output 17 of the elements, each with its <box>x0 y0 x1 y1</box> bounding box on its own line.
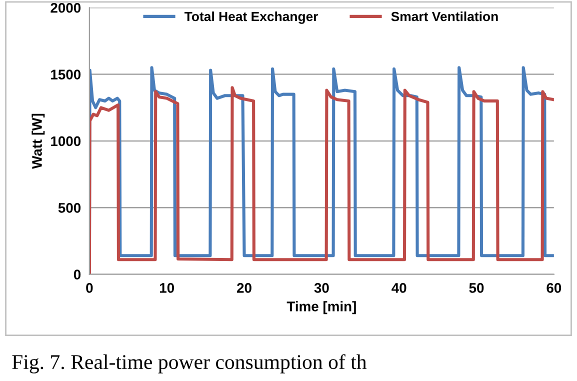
legend-label: Total Heat Exchanger <box>184 11 318 24</box>
x-tick-label: 30 <box>314 283 329 293</box>
x-tick-label: 40 <box>392 283 406 293</box>
y-tick-label: 1500 <box>51 70 81 80</box>
y-tick-label: 1000 <box>51 136 81 146</box>
x-tick-label: 50 <box>469 283 484 293</box>
x-tick-label: 20 <box>237 283 252 293</box>
y-axis-title: Watt [W] <box>32 114 45 169</box>
legend-label: Smart Ventilation <box>391 11 498 22</box>
x-tick-label: 10 <box>160 283 174 293</box>
caption: Fig. 7. Real-time power consumption of th <box>12 354 367 374</box>
y-tick-label: 0 <box>74 270 81 280</box>
y-tick-label: 500 <box>58 202 81 213</box>
y-tick-label: 2000 <box>50 2 81 13</box>
x-axis-title: Time [min] <box>286 301 356 314</box>
x-tick-label: 0 <box>86 283 93 293</box>
x-tick-label: 60 <box>546 283 562 293</box>
